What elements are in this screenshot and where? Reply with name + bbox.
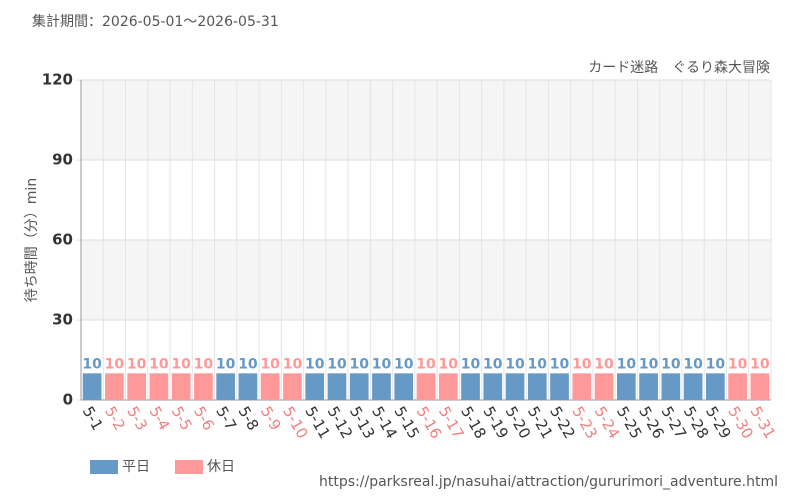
bar [550,373,569,400]
y-tick-label: 90 [52,151,73,169]
y-tick-label: 120 [42,71,73,89]
bar [461,373,480,400]
data-label: 10 [283,356,303,372]
data-label: 10 [528,356,548,372]
legend-swatch [175,460,203,474]
data-label: 10 [82,356,102,372]
data-label: 10 [194,356,214,372]
data-label: 10 [750,356,770,372]
data-label: 10 [394,356,414,372]
x-tick-label: 5-2 [101,403,129,433]
bar [149,373,169,400]
data-label: 10 [661,356,681,372]
data-label: 10 [617,356,637,372]
data-label: 10 [105,356,125,372]
data-label: 10 [461,356,481,372]
bar [105,373,124,400]
y-axis-label: 待ち時間（分）min [24,178,40,302]
data-label: 10 [238,356,258,372]
bar [283,373,302,400]
bar [706,373,725,400]
legend-label: 休日 [207,459,235,475]
data-label: 10 [594,356,614,372]
bar [750,373,770,400]
bar [260,373,280,400]
bar [527,373,547,400]
y-tick-label: 60 [52,231,73,249]
data-label: 10 [706,356,726,372]
bar [349,373,369,400]
grid-band [81,240,771,320]
x-tick-label: 5-8 [235,403,263,433]
data-label: 10 [327,356,347,372]
data-label: 10 [683,356,703,372]
data-label: 10 [260,356,280,372]
data-label: 10 [127,356,147,372]
x-tick-label: 5-3 [123,403,151,433]
bar [82,373,102,400]
bar [327,373,347,400]
legend-swatch [90,460,118,474]
data-label: 10 [349,356,369,372]
legend-label: 平日 [122,459,150,475]
bar [594,373,614,400]
data-label: 10 [483,356,503,372]
data-label: 10 [550,356,570,372]
period: 集計期間：2026-05-01～2026-05-31 [32,13,279,30]
bar [639,373,658,400]
data-label: 10 [728,356,748,372]
data-label: 10 [171,356,191,372]
grid-band [81,80,771,160]
x-tick-label: 5-6 [190,403,218,433]
data-label: 10 [416,356,436,372]
bar [305,373,325,400]
y-tick-label: 30 [52,311,73,329]
bar [438,373,458,400]
bar [483,373,503,400]
bar [372,373,391,400]
x-tick-label: 5-9 [257,403,285,433]
x-tick-label: 5-7 [212,403,240,433]
bar [505,373,525,400]
data-label: 10 [149,356,169,372]
bar [728,373,747,400]
data-label: 10 [639,356,659,372]
bar [216,373,236,400]
source-url: https://parksreal.jp/nasuhai/attraction/… [319,474,778,490]
bar [416,373,436,400]
bar [194,373,213,400]
x-tick-label: 5-4 [146,403,174,433]
x-tick-label: 5-5 [168,403,196,433]
bar [394,373,414,400]
bar [127,373,146,400]
y-tick-label: 0 [63,391,73,409]
x-tick-label: 5-1 [79,403,107,433]
bar [171,373,191,400]
bar [616,373,636,400]
bar [572,373,592,400]
data-label: 10 [439,356,459,372]
data-label: 10 [572,356,592,372]
data-label: 10 [216,356,236,372]
chart-title: カード迷路 ぐるり森大冒険 [588,60,770,76]
bar [661,373,681,400]
data-label: 10 [305,356,325,372]
bar [683,373,703,400]
data-label: 10 [505,356,525,372]
bar [238,373,258,400]
data-label: 10 [372,356,392,372]
